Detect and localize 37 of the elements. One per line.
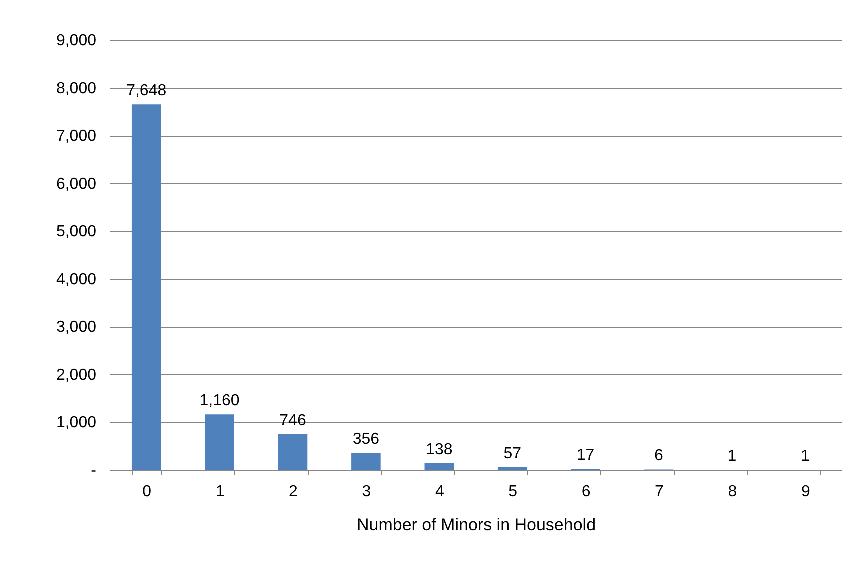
y-tick-label: 8,000 xyxy=(56,80,97,98)
y-tick-label: 7,000 xyxy=(56,128,97,146)
y-tick-label: 4,000 xyxy=(56,271,97,288)
x-tick-label: 5 xyxy=(508,484,518,500)
x-tick-label: 1 xyxy=(216,484,225,500)
x-tick-label: 3 xyxy=(362,484,372,500)
x-tick-label: 7 xyxy=(655,484,664,500)
x-tick-label: 9 xyxy=(801,484,810,500)
bar xyxy=(278,434,308,470)
bar xyxy=(132,104,162,470)
x-axis-title: Number of Minors in Household xyxy=(356,516,596,534)
y-tick-label: 2,000 xyxy=(56,366,97,384)
y-tick-label: 1,000 xyxy=(56,414,97,432)
data-label: 1,160 xyxy=(200,392,240,410)
data-label: 57 xyxy=(504,445,522,462)
x-tick-label: 0 xyxy=(142,484,152,500)
data-label: 138 xyxy=(426,441,453,458)
bar xyxy=(352,452,381,470)
data-label: 6 xyxy=(654,448,664,465)
y-tick-label: 6,000 xyxy=(56,176,97,193)
bar xyxy=(424,463,454,470)
x-tick-label: 4 xyxy=(435,484,444,500)
data-label: 7,648 xyxy=(126,82,167,100)
y-tick-label: 5,000 xyxy=(56,224,97,241)
y-tick-label: 3,000 xyxy=(56,319,97,336)
data-label: 1 xyxy=(800,448,810,465)
data-label: 746 xyxy=(280,412,306,430)
y-tick-label: - xyxy=(91,462,96,480)
x-tick-label: 8 xyxy=(728,484,738,500)
data-label: 356 xyxy=(352,430,380,448)
data-label: 17 xyxy=(576,447,595,464)
x-tick-label: 2 xyxy=(289,484,298,500)
bar xyxy=(498,467,528,470)
bar xyxy=(205,414,234,470)
x-tick-label: 6 xyxy=(582,484,591,500)
data-label: 1 xyxy=(728,448,737,465)
y-tick-label: 9,000 xyxy=(56,32,97,50)
